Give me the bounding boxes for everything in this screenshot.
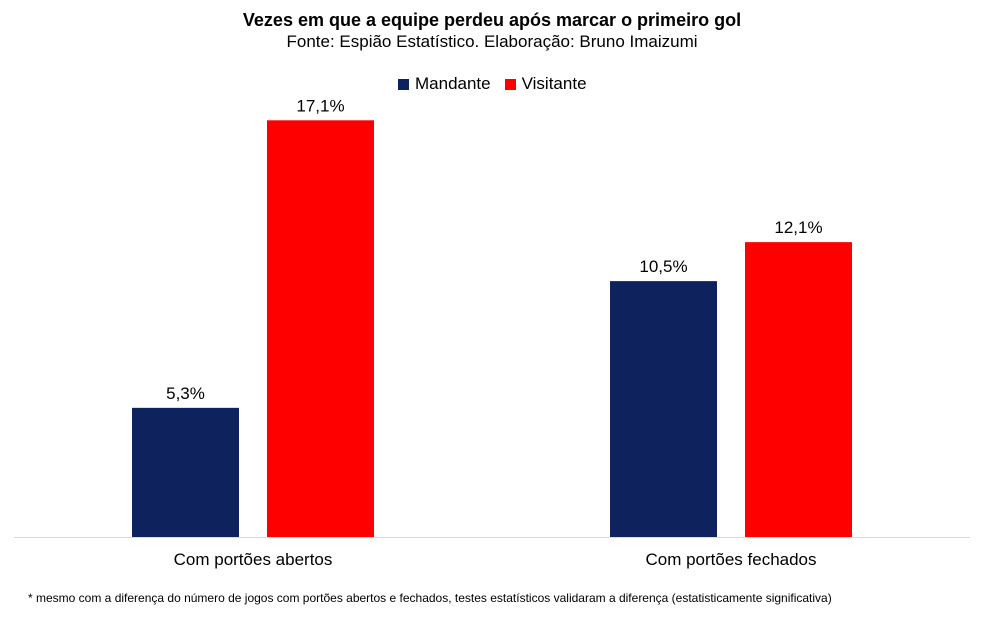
footnote: * mesmo com a diferença do número de jog…: [28, 591, 832, 605]
bar-visitante-1: [267, 120, 374, 538]
bar-mandante-2: [610, 281, 717, 537]
legend-label-visitante: Visitante: [521, 74, 587, 93]
category-label-2: Com portões fechados: [645, 550, 816, 569]
chart-subtitle: Fonte: Espião Estatístico. Elaboração: B…: [286, 32, 698, 51]
data-label-mandante-2: 10,5%: [639, 257, 687, 276]
bar-visitante-2: [745, 242, 852, 538]
data-label-mandante-1: 5,3%: [166, 384, 205, 403]
chart-title: Vezes em que a equipe perdeu após marcar…: [242, 10, 742, 30]
legend-swatch-mandante: [398, 78, 409, 90]
data-label-visitante-2: 12,1%: [774, 218, 822, 237]
data-label-visitante-1: 17,1%: [296, 96, 344, 115]
bar-mandante-1: [132, 407, 239, 537]
legend-swatch-visitante: [504, 78, 516, 90]
category-label-1: Com portões abertos: [174, 550, 333, 569]
legend: Mandante Visitante: [398, 74, 601, 94]
legend-label-mandante: Mandante: [415, 74, 491, 93]
legend-item-visitante: Visitante: [504, 74, 587, 94]
legend-item-mandante: Mandante: [398, 74, 491, 94]
